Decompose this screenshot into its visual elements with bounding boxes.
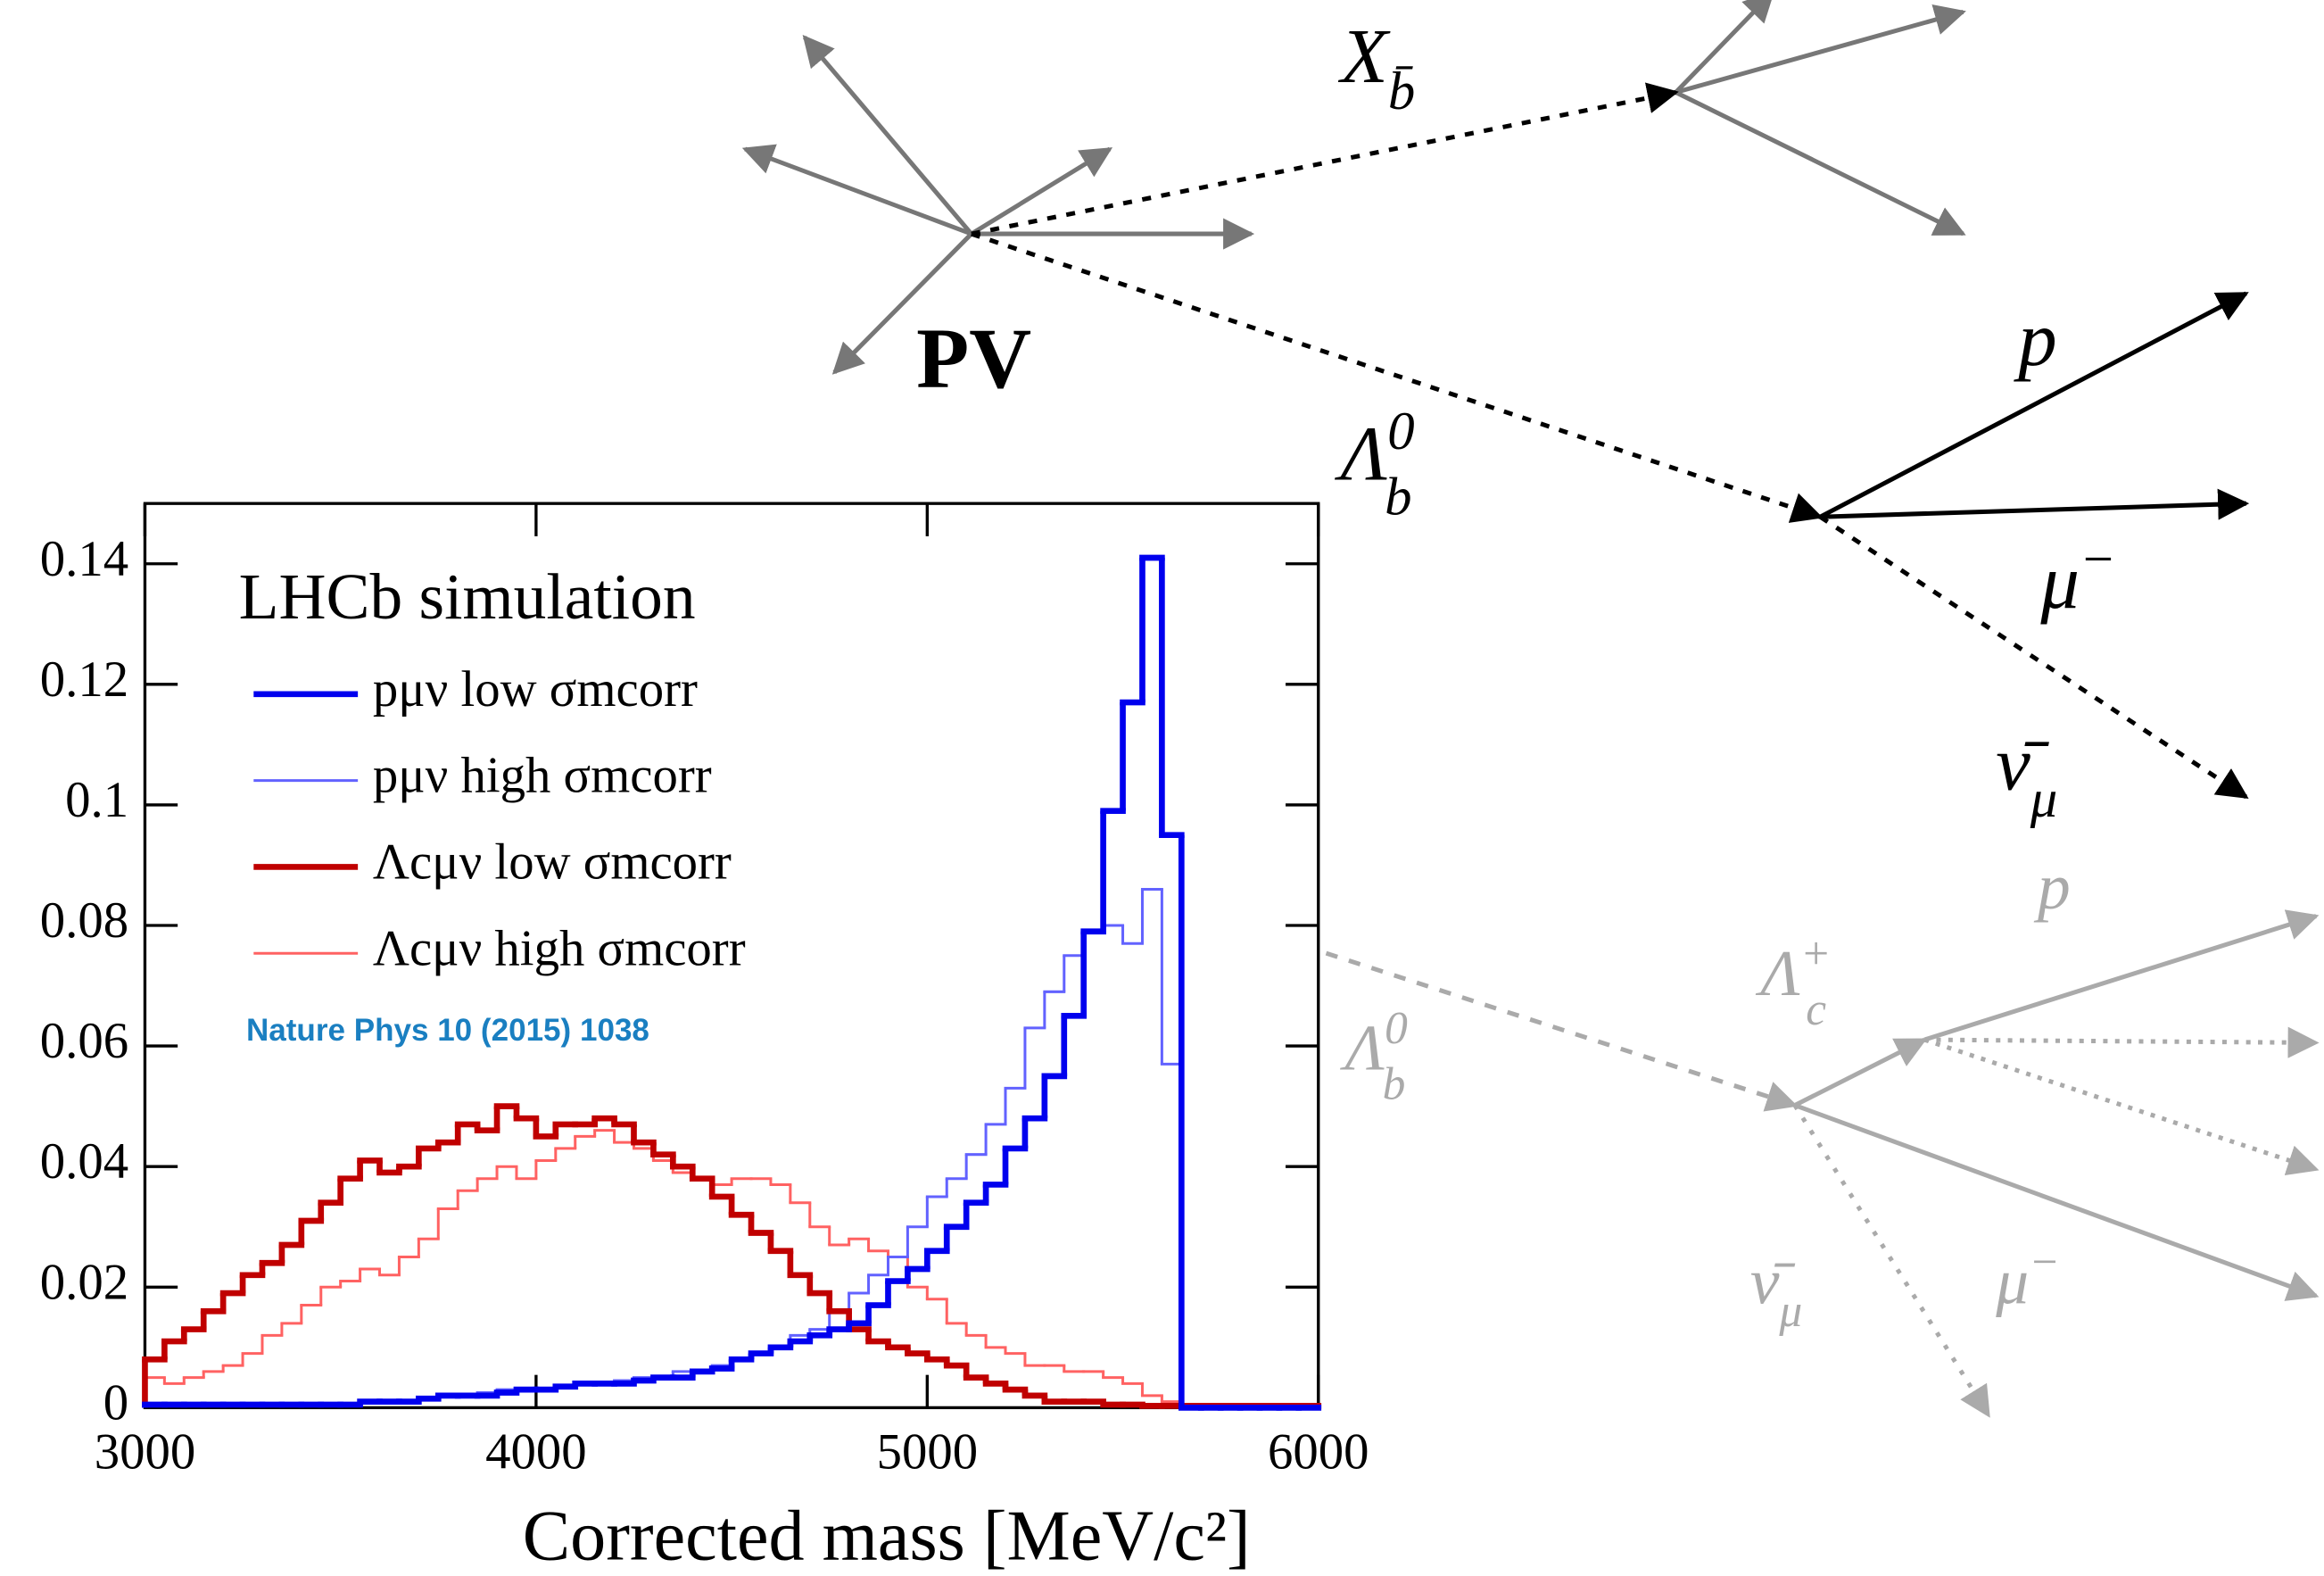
diagram-label: μ− (1995, 1237, 2060, 1317)
diagram-label: Λ0 b (1340, 1003, 1408, 1109)
label-sup: − (2080, 529, 2116, 589)
signal-tracks (971, 82, 2250, 800)
label-main: μ (1995, 1246, 2029, 1318)
y-tick-label: 0 (103, 1374, 128, 1431)
label-sub: c (1806, 984, 1826, 1035)
label-sup: − (2029, 1237, 2060, 1288)
y-tick-label: 0.06 (40, 1013, 128, 1069)
pv-tracks (741, 0, 1966, 375)
x-tick-label: 6000 (1268, 1423, 1369, 1480)
label-sup: + (1800, 929, 1832, 980)
decay-diagram (741, 0, 2320, 1418)
diagram-label: ν̄μ (1996, 721, 2057, 829)
y-tick-label: 0.12 (40, 651, 128, 708)
diagram-label: Xb̄ (1338, 13, 1415, 121)
y-tick-label: 0.1 (65, 772, 128, 828)
y-tick-label: 0.08 (40, 892, 128, 949)
label-sub: b̄ (1388, 62, 1415, 121)
label-main: p (2033, 850, 2071, 923)
label-sup: 0 (1387, 402, 1414, 461)
diagram-label: μ− (2039, 529, 2116, 625)
legend-label: pμν low σmcorr (373, 661, 698, 717)
label-main: Λ (1756, 937, 1800, 1009)
plot-frame (143, 502, 1320, 1410)
label-sup: 0 (1385, 1003, 1408, 1054)
background-tracks (1303, 909, 2320, 1418)
y-tick-label: 0.02 (40, 1254, 128, 1310)
legend-label: pμν high σmcorr (373, 748, 712, 804)
diagram-label: Λ+ c (1756, 929, 1832, 1035)
chart-background (0, 479, 1323, 1576)
x-tick-label: 4000 (485, 1423, 587, 1480)
label-sub: b (1383, 1059, 1406, 1110)
annotation: Nature Phys 10 (2015) 1038 (246, 1013, 649, 1048)
diagram-label: Λ0 b (1335, 402, 1415, 527)
x-axis-title: Corrected mass [MeV/c²] (523, 1497, 1251, 1576)
label-main: μ (2039, 539, 2080, 625)
label-main: Λ (1340, 1011, 1385, 1083)
x-tick-label: 3000 (95, 1423, 196, 1480)
diagram-label: PV (916, 311, 1031, 406)
label-sub: μ (2030, 769, 2058, 829)
y-tick-label: 0.04 (40, 1133, 128, 1190)
label-sub: μ (1778, 1286, 1802, 1337)
y-tick-label: 0.14 (40, 531, 128, 587)
label-main: Λ (1335, 411, 1387, 496)
label-main: PV (916, 311, 1031, 406)
label-main: p (2013, 296, 2056, 382)
x-tick-label: 5000 (877, 1423, 979, 1480)
diagram-label: p (2013, 296, 2056, 382)
label-main: X (1338, 13, 1391, 99)
diagram-label: ν̄μ (1750, 1246, 1802, 1338)
legend-title: LHCb simulation (239, 560, 696, 633)
label-sub: b (1385, 468, 1411, 527)
legend-label: Λcμν low σmcorr (373, 834, 732, 890)
diagram-label: p (2033, 850, 2071, 923)
histogram-series (142, 554, 1322, 1411)
legend-label: Λcμν high σmcorr (373, 920, 746, 976)
